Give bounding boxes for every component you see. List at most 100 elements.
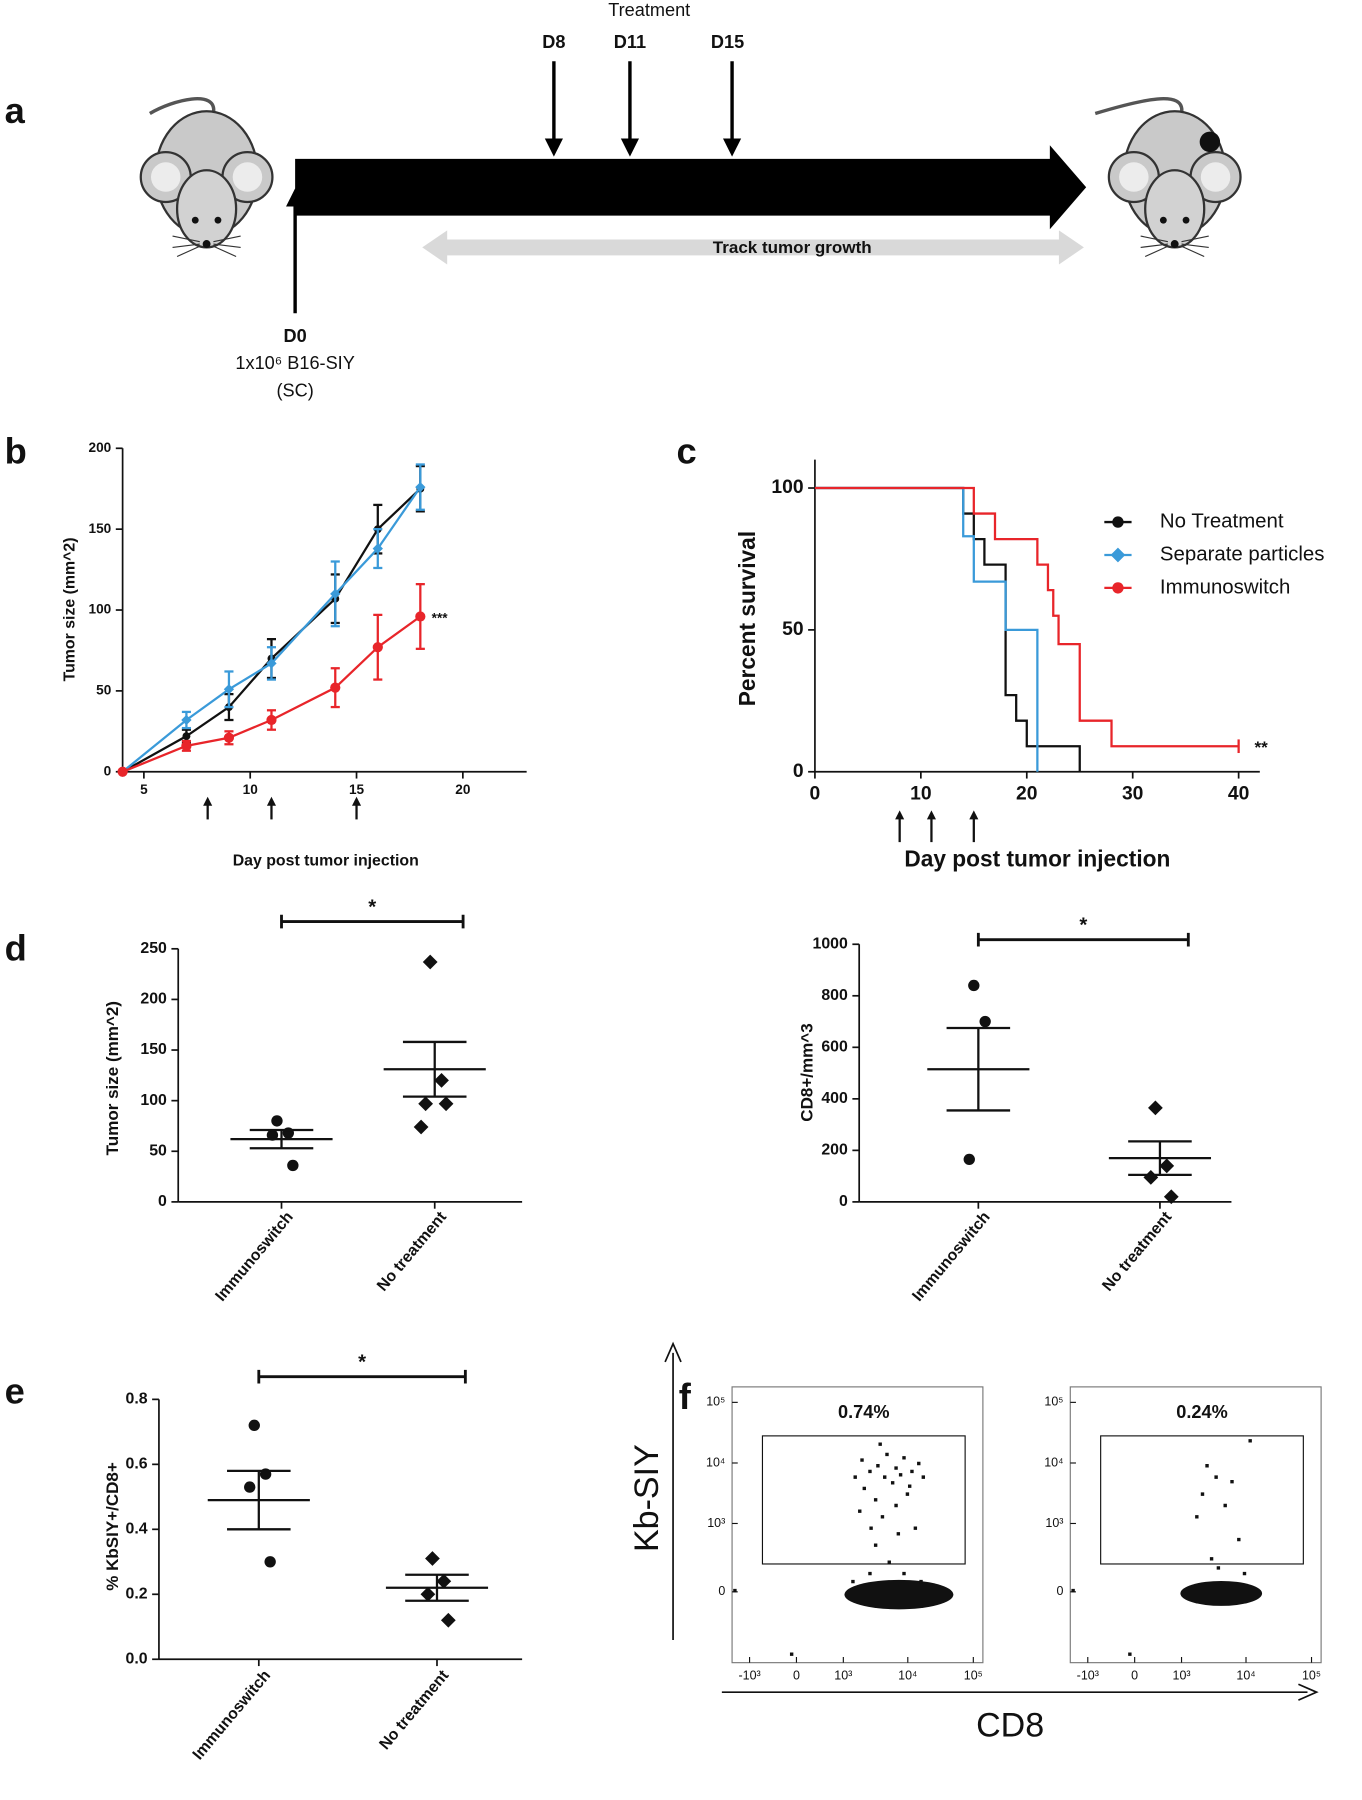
- y-tick-label: 150: [89, 521, 112, 536]
- mouse-left: [139, 97, 274, 258]
- data-point: [330, 588, 341, 600]
- data-point: [1143, 1170, 1159, 1185]
- y-tick-label: 0.8: [126, 1391, 148, 1408]
- treatment-arrows: [552, 61, 734, 144]
- day-label: D15: [711, 32, 744, 52]
- day-label: D11: [614, 32, 646, 52]
- significance-label: *: [1079, 914, 1087, 936]
- data-point: [415, 611, 426, 622]
- y-tick-label: 800: [821, 987, 848, 1004]
- panel-label: b: [5, 431, 27, 472]
- data-point: [434, 1073, 449, 1088]
- track-arrow: [422, 230, 1084, 265]
- y-axis-label: Tumor size (mm^2): [103, 1001, 122, 1155]
- y-axis-label: % KbSIY+/CD8+: [103, 1462, 122, 1591]
- y-tick-label: 10⁴: [1044, 1455, 1063, 1469]
- panel-label: a: [5, 90, 26, 131]
- panel-label: e: [5, 1370, 25, 1411]
- gate: [761, 1435, 966, 1565]
- x-tick-label: 10: [243, 782, 259, 797]
- legend-label: Immunoswitch: [1160, 576, 1290, 598]
- data-point: [266, 658, 277, 669]
- data-point: [415, 481, 426, 493]
- significance-label: *: [358, 1351, 366, 1373]
- data-point: [372, 642, 383, 653]
- y-tick-label: 0: [158, 1193, 167, 1210]
- x-axis-label: CD8: [976, 1706, 1044, 1744]
- panel-label: f: [679, 1376, 692, 1417]
- panel-label: d: [5, 928, 27, 969]
- start-day: D0: [284, 326, 307, 346]
- timeline-arrow: [295, 145, 1087, 230]
- y-tick-label: 150: [140, 1041, 167, 1058]
- x-tick-label: 10: [910, 783, 931, 804]
- gate-percentage: 0.74%: [838, 1402, 889, 1422]
- x-tick-label: 10⁵: [964, 1669, 983, 1683]
- significance-bracket: [257, 1369, 467, 1384]
- cell-population: [733, 1439, 1263, 1656]
- y-tick-label: 0.4: [126, 1521, 148, 1538]
- x-tick-label: No treatment: [376, 1667, 452, 1753]
- data-point: [330, 682, 341, 693]
- y-tick-label: 100: [140, 1092, 167, 1109]
- legend-label: Separate particles: [1160, 543, 1324, 565]
- y-tick-label: 10⁵: [706, 1395, 725, 1409]
- treatment-arrow-head: [969, 810, 979, 820]
- y-axis-label: Tumor size (mm^2): [62, 537, 79, 681]
- x-tick-label: No treatment: [374, 1208, 450, 1294]
- data-point: [372, 543, 383, 554]
- x-tick-label: 10⁴: [898, 1669, 917, 1683]
- data-point: [181, 740, 192, 751]
- data-point: [264, 1556, 276, 1568]
- x-tick-label: 10³: [834, 1669, 852, 1683]
- y-tick-label: 250: [140, 940, 167, 957]
- y-tick-label: 10³: [707, 1516, 725, 1530]
- y-axis-label: CD8+/mm^3: [798, 1023, 817, 1121]
- treatment-arrow-head: [266, 796, 277, 806]
- x-tick-label: 0: [1131, 1669, 1138, 1683]
- y-tick-label: 10⁴: [706, 1455, 725, 1469]
- y-tick-label: 10³: [1045, 1516, 1063, 1530]
- y-tick-label: 100: [771, 477, 803, 498]
- significance-bracket: [976, 932, 1190, 947]
- data-point: [1159, 1158, 1175, 1174]
- y-axis-label: Kb-SIY: [628, 1444, 666, 1552]
- legend-marker: [1112, 516, 1124, 528]
- arrow-heads: [286, 138, 742, 207]
- x-tick-label: 10⁴: [1236, 1669, 1255, 1683]
- y-tick-label: 0: [718, 1584, 725, 1598]
- data-point: [963, 1153, 975, 1166]
- data-point: [968, 979, 980, 992]
- mouse-right: [1094, 97, 1242, 258]
- legend-marker: [1110, 547, 1126, 563]
- plot-frame: [731, 1386, 984, 1664]
- x-tick-label: -10³: [738, 1669, 760, 1683]
- survival-curve: [814, 486, 1239, 748]
- data-point: [979, 1015, 991, 1028]
- legend-label: No Treatment: [1160, 510, 1284, 532]
- data-point: [287, 1159, 299, 1172]
- data-point: [422, 954, 438, 970]
- y-tick-label: 200: [89, 440, 112, 455]
- treatment-arrow-head: [351, 796, 362, 806]
- y-tick-label: 600: [821, 1039, 848, 1056]
- data-point: [117, 766, 128, 777]
- gate: [1100, 1435, 1304, 1565]
- x-tick-label: Immunoswitch: [212, 1209, 296, 1305]
- data-point: [266, 714, 277, 726]
- route: (SC): [276, 380, 313, 400]
- data-point: [420, 1586, 436, 1602]
- inoculum: 1x10⁶ B16-SIY: [235, 353, 354, 373]
- annotation: **: [1255, 738, 1269, 757]
- y-tick-label: 100: [89, 602, 112, 617]
- plot-frame: [1069, 1386, 1322, 1664]
- x-tick-label: 0: [810, 783, 821, 804]
- data-point: [418, 1096, 434, 1112]
- x-arrow-head: [1298, 1683, 1319, 1701]
- significance-bracket: [280, 914, 465, 929]
- x-tick-label: 15: [349, 782, 365, 797]
- x-tick-label: 20: [455, 782, 471, 797]
- track-label: Track tumor growth: [713, 238, 872, 257]
- panel-label: c: [676, 431, 696, 472]
